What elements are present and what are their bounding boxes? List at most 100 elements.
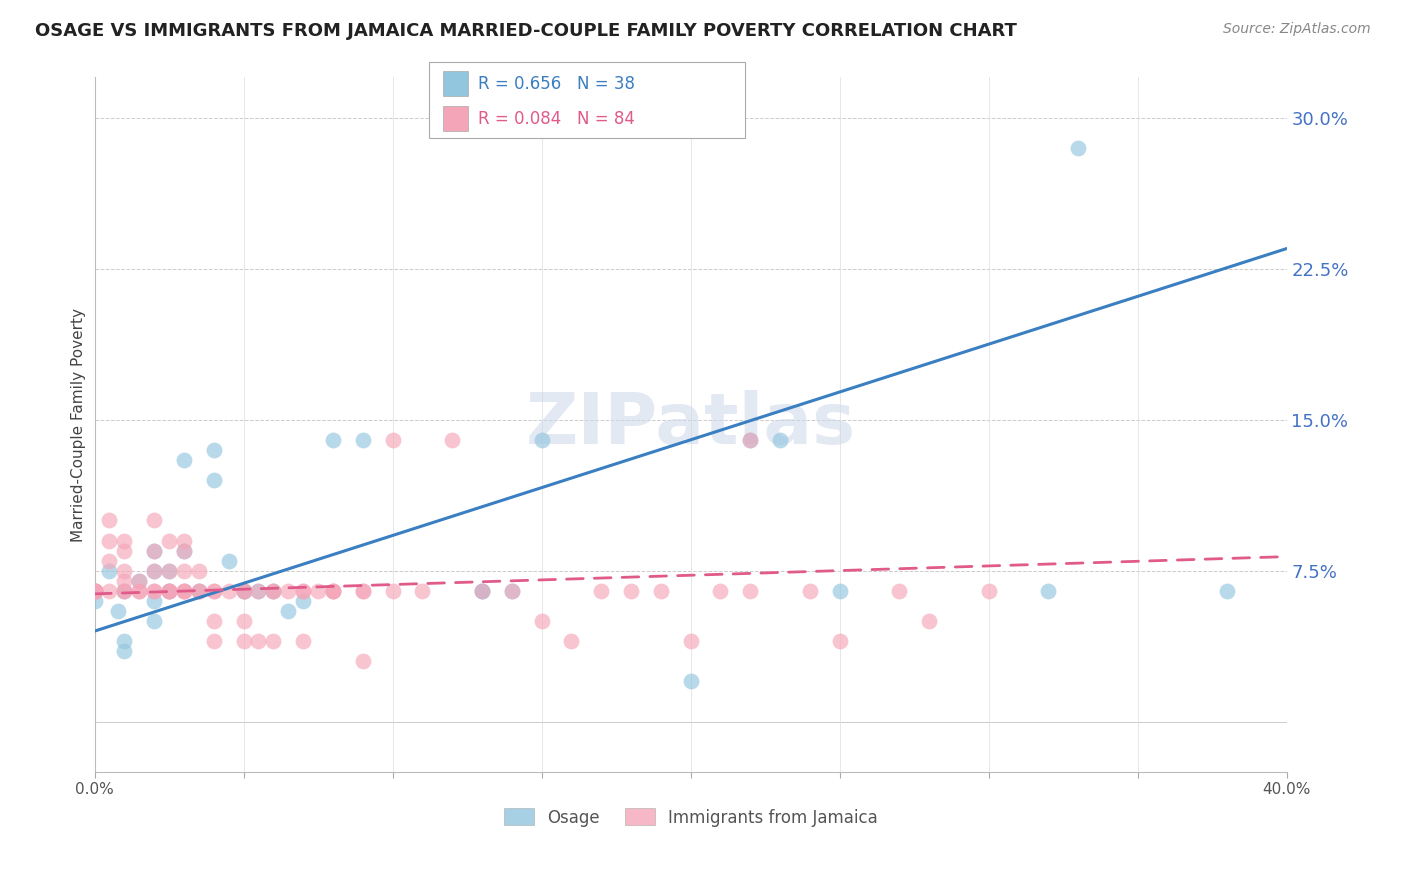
Point — [292, 634, 315, 648]
Point — [352, 654, 374, 668]
Point — [143, 564, 166, 578]
Text: R = 0.656   N = 38: R = 0.656 N = 38 — [478, 75, 636, 93]
Point — [112, 564, 135, 578]
Point — [107, 604, 129, 618]
Point — [83, 583, 105, 598]
Point — [769, 433, 792, 447]
Point — [352, 433, 374, 447]
Point — [173, 583, 195, 598]
Point — [202, 583, 225, 598]
Point — [232, 583, 254, 598]
Point — [112, 634, 135, 648]
Point — [277, 583, 299, 598]
Point — [98, 564, 121, 578]
Point — [471, 583, 494, 598]
Point — [98, 554, 121, 568]
Point — [560, 634, 582, 648]
Point — [83, 583, 105, 598]
Point — [977, 583, 1000, 598]
Point — [173, 564, 195, 578]
Point — [650, 583, 672, 598]
Point — [173, 543, 195, 558]
Point — [143, 594, 166, 608]
Point — [232, 614, 254, 628]
Point — [292, 583, 315, 598]
Point — [322, 583, 344, 598]
Point — [173, 453, 195, 467]
Point — [352, 583, 374, 598]
Point — [112, 583, 135, 598]
Point — [1038, 583, 1060, 598]
Point — [381, 433, 404, 447]
Point — [352, 583, 374, 598]
Point — [202, 442, 225, 457]
Point — [112, 543, 135, 558]
Point — [740, 433, 762, 447]
Point — [501, 583, 523, 598]
Point — [591, 583, 613, 598]
Point — [187, 564, 209, 578]
Point — [112, 644, 135, 658]
Point — [322, 583, 344, 598]
Point — [799, 583, 821, 598]
Point — [83, 583, 105, 598]
Text: OSAGE VS IMMIGRANTS FROM JAMAICA MARRIED-COUPLE FAMILY POVERTY CORRELATION CHART: OSAGE VS IMMIGRANTS FROM JAMAICA MARRIED… — [35, 22, 1017, 40]
Point — [292, 583, 315, 598]
Point — [247, 634, 270, 648]
Point — [218, 583, 240, 598]
Point — [232, 634, 254, 648]
Point — [112, 583, 135, 598]
Text: ZIPatlas: ZIPatlas — [526, 390, 856, 459]
Point — [143, 583, 166, 598]
Point — [173, 543, 195, 558]
Point — [620, 583, 643, 598]
Point — [740, 583, 762, 598]
Point — [128, 583, 150, 598]
Point — [157, 583, 180, 598]
Point — [112, 574, 135, 588]
Point — [202, 473, 225, 487]
Point — [530, 433, 553, 447]
Point — [143, 614, 166, 628]
Point — [173, 533, 195, 548]
Point — [143, 583, 166, 598]
Point — [828, 634, 851, 648]
Point — [292, 594, 315, 608]
Point — [128, 583, 150, 598]
Text: 0.0%: 0.0% — [75, 782, 114, 797]
Point — [740, 433, 762, 447]
Point — [1067, 141, 1090, 155]
Point — [83, 594, 105, 608]
Point — [232, 583, 254, 598]
Point — [679, 634, 702, 648]
Point — [501, 583, 523, 598]
Point — [262, 583, 284, 598]
Text: 40.0%: 40.0% — [1263, 782, 1310, 797]
Point — [157, 564, 180, 578]
Point — [322, 583, 344, 598]
Point — [307, 583, 329, 598]
Point — [232, 583, 254, 598]
Point — [143, 564, 166, 578]
Text: R = 0.084   N = 84: R = 0.084 N = 84 — [478, 110, 636, 128]
Point — [143, 543, 166, 558]
Point — [277, 604, 299, 618]
Point — [530, 614, 553, 628]
Point — [83, 583, 105, 598]
Point — [187, 583, 209, 598]
Point — [128, 574, 150, 588]
Point — [112, 533, 135, 548]
Point — [83, 583, 105, 598]
Point — [218, 554, 240, 568]
Legend: Osage, Immigrants from Jamaica: Osage, Immigrants from Jamaica — [496, 802, 884, 833]
Point — [679, 674, 702, 689]
Point — [202, 583, 225, 598]
Point — [157, 564, 180, 578]
Point — [128, 574, 150, 588]
Point — [441, 433, 464, 447]
Text: Source: ZipAtlas.com: Source: ZipAtlas.com — [1223, 22, 1371, 37]
Point — [187, 583, 209, 598]
Point — [262, 634, 284, 648]
Point — [232, 583, 254, 598]
Point — [889, 583, 911, 598]
